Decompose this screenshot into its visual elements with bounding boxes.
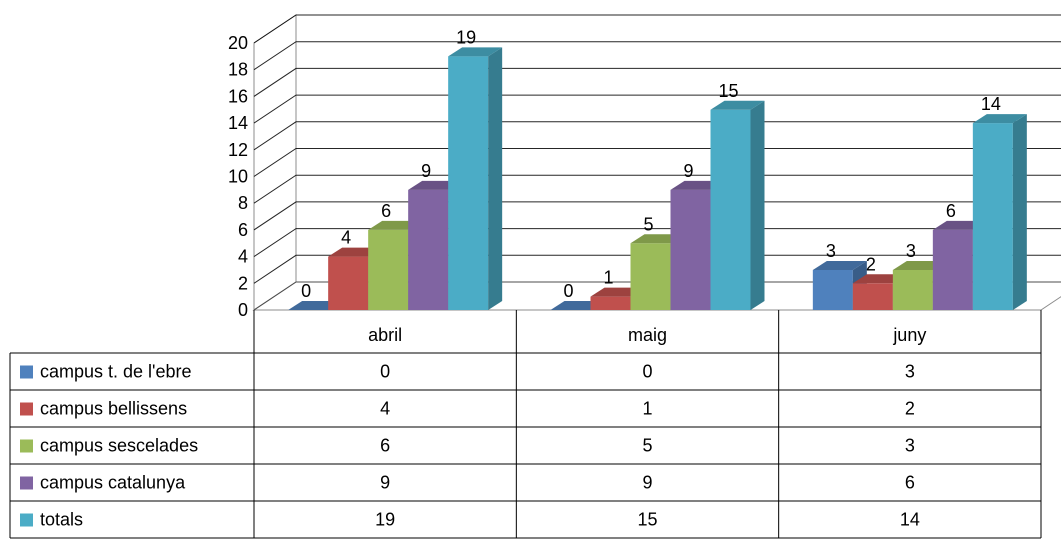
y-tick-label: 14 — [228, 113, 248, 133]
data-label: 5 — [643, 214, 653, 234]
bar-front — [932, 229, 973, 310]
legend-swatch — [20, 402, 33, 416]
data-table: abril maig juny campus t. de l'ebre 0 0 3 campu… — [9, 310, 1042, 539]
bar-top — [710, 100, 765, 110]
table-cell: 15 — [637, 510, 657, 530]
y-tick-label: 18 — [228, 60, 248, 80]
gridline — [253, 67, 1061, 97]
y-tick-label: 8 — [238, 193, 248, 213]
data-label: 0 — [301, 281, 311, 301]
table-cell: 3 — [905, 362, 915, 382]
bars — [288, 47, 1027, 310]
bar-top — [812, 260, 867, 270]
y-tick-label: 16 — [228, 86, 248, 106]
legend-label: campus t. de l'ebre — [40, 362, 192, 382]
table-cell: 3 — [905, 436, 915, 456]
data-label: 6 — [946, 201, 956, 221]
legend-label: campus bellissens — [40, 399, 187, 419]
table-cell: 14 — [900, 510, 920, 530]
data-label: 9 — [683, 161, 693, 181]
bar-front — [448, 56, 489, 310]
gridline — [253, 94, 1061, 124]
bar-side — [750, 100, 765, 310]
table-cell: 4 — [380, 399, 390, 419]
data-label: 0 — [563, 281, 573, 301]
data-label: 2 — [866, 254, 876, 274]
data-label: 9 — [421, 161, 431, 181]
bar-side — [488, 47, 503, 310]
table-cell: 5 — [642, 436, 652, 456]
data-label: 1 — [603, 268, 613, 288]
y-tick-label: 12 — [228, 140, 248, 160]
table-cell: 6 — [905, 473, 915, 493]
legend-label: totals — [40, 510, 83, 530]
bar-front — [590, 296, 631, 310]
bar-front — [408, 189, 449, 310]
legend-label: campus catalunya — [40, 473, 186, 493]
data-label: 3 — [906, 241, 916, 261]
data-label: 6 — [381, 201, 391, 221]
y-tick-label: 2 — [238, 273, 248, 293]
table-cell: 2 — [905, 399, 915, 419]
y-tick-label: 20 — [228, 33, 248, 53]
y-tick-label: 6 — [238, 220, 248, 240]
gridline — [253, 254, 1061, 284]
bar-front — [328, 256, 369, 310]
table-cell: 19 — [375, 510, 395, 530]
x-tick-label: juny — [892, 325, 926, 345]
data-label: 19 — [456, 27, 476, 47]
legend-swatch — [20, 513, 33, 527]
bar-front — [972, 123, 1013, 310]
table-cell: 9 — [642, 473, 652, 493]
table-cell: 6 — [380, 436, 390, 456]
gridline — [253, 228, 1061, 258]
gridline — [253, 14, 1061, 44]
y-axis-ticks: 0 2 4 6 8 10 12 14 16 18 20 — [228, 33, 248, 320]
gridline — [253, 41, 1061, 71]
data-label: 3 — [826, 241, 836, 261]
legend-swatch — [20, 476, 33, 490]
x-tick-label: maig — [628, 325, 667, 345]
bar — [448, 47, 503, 310]
bar-top — [972, 114, 1027, 124]
bar-front — [710, 109, 751, 310]
bar-front — [368, 229, 409, 310]
data-label: 15 — [718, 81, 738, 101]
gridline — [253, 174, 1061, 204]
legend-label: campus sescelades — [40, 436, 198, 456]
gridline — [253, 121, 1061, 151]
gridline — [253, 148, 1061, 177]
gridlines — [253, 14, 1061, 311]
bar-top — [448, 47, 503, 57]
y-tick-label: 10 — [228, 167, 248, 187]
bar-side — [1012, 114, 1027, 310]
bar-front — [670, 189, 711, 310]
table-cell: 9 — [380, 473, 390, 493]
bar-front — [892, 269, 933, 310]
gridline — [253, 201, 1061, 231]
legend-swatch — [20, 439, 33, 453]
table-cell: 0 — [380, 362, 390, 382]
x-tick-label: abril — [368, 325, 402, 345]
bar — [972, 114, 1027, 310]
bar-front — [630, 243, 671, 310]
data-label: 14 — [981, 94, 1001, 114]
y-tick-label: 4 — [238, 247, 248, 267]
legend-swatch — [20, 365, 33, 379]
bar-front — [812, 269, 853, 310]
table-cell: 1 — [642, 399, 652, 419]
table-cell: 0 — [642, 362, 652, 382]
data-label: 4 — [341, 228, 351, 248]
bar — [710, 100, 765, 310]
bar-front — [852, 283, 893, 310]
y-tick-label: 0 — [238, 300, 248, 320]
